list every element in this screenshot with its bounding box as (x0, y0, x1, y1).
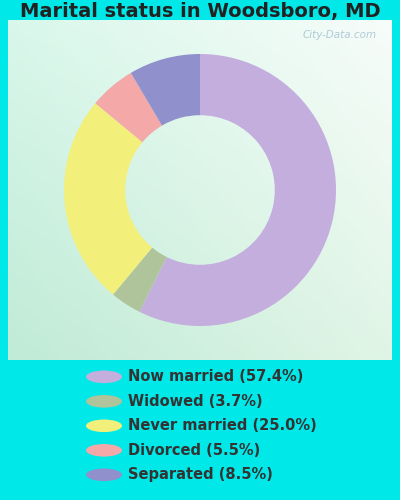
Text: Separated (8.5%): Separated (8.5%) (128, 468, 273, 482)
Text: Never married (25.0%): Never married (25.0%) (128, 418, 317, 434)
Wedge shape (64, 103, 152, 294)
Wedge shape (113, 248, 167, 312)
Wedge shape (140, 54, 336, 326)
Circle shape (86, 395, 122, 407)
Text: City-Data.com: City-Data.com (302, 30, 377, 40)
Text: Marital status in Woodsboro, MD: Marital status in Woodsboro, MD (20, 2, 380, 20)
Wedge shape (131, 54, 200, 126)
Circle shape (86, 420, 122, 432)
Circle shape (86, 444, 122, 456)
Circle shape (86, 370, 122, 383)
Text: Divorced (5.5%): Divorced (5.5%) (128, 443, 260, 458)
Text: Widowed (3.7%): Widowed (3.7%) (128, 394, 263, 409)
Text: Now married (57.4%): Now married (57.4%) (128, 370, 303, 384)
Wedge shape (95, 73, 162, 142)
Circle shape (86, 468, 122, 481)
